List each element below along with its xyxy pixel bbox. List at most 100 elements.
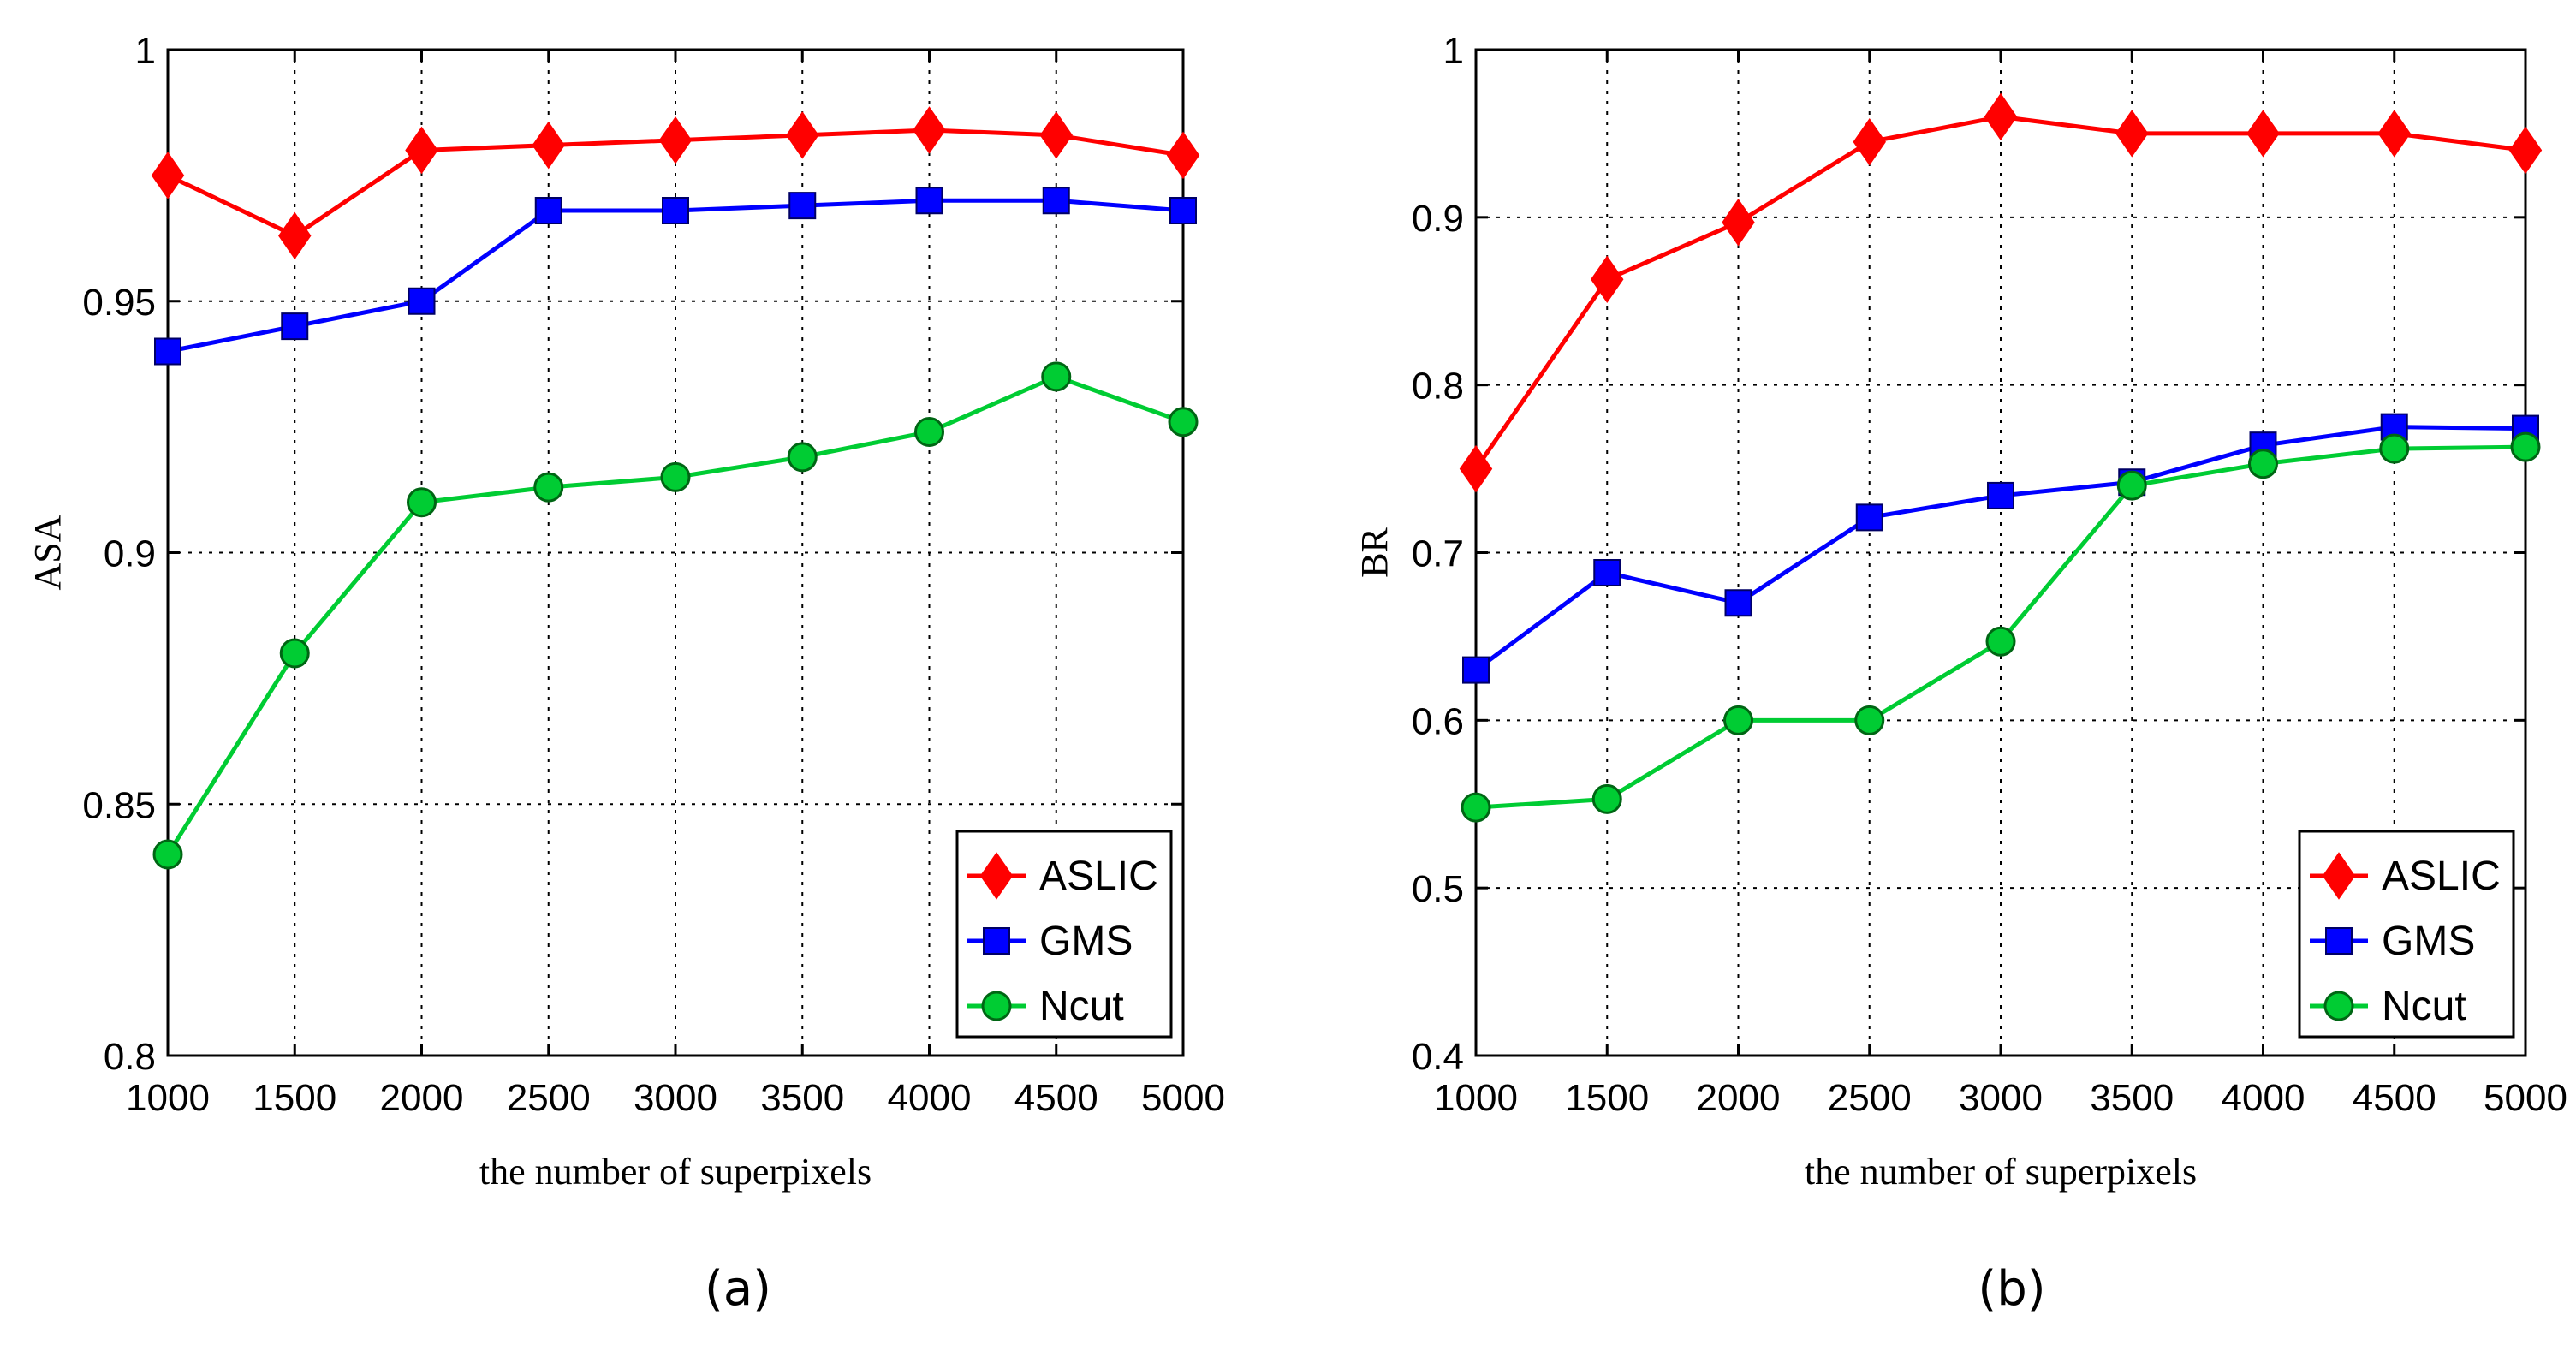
series-ncut: [1461, 431, 2541, 823]
x-axis-label: the number of superpixels: [479, 1151, 872, 1193]
data-point-aslic: [405, 126, 438, 175]
x-tick-label: 3500: [2090, 1077, 2174, 1119]
x-tick-label: 4000: [2222, 1077, 2305, 1119]
series-gms: [154, 187, 1197, 366]
series-aslic: [151, 106, 1200, 260]
x-tick-label: 1500: [253, 1077, 336, 1119]
y-tick-label: 1: [1443, 30, 1464, 72]
legend-label-aslic: ASLIC: [1039, 854, 1158, 899]
data-point-aslic: [1166, 131, 1200, 180]
legend-marker-gms: [2325, 927, 2353, 955]
data-point-ncut: [2510, 431, 2541, 462]
data-point-ncut: [2379, 433, 2410, 464]
y-tick-label: 0.9: [104, 533, 156, 575]
series-ncut: [152, 361, 1199, 870]
x-tick-label: 5000: [1141, 1077, 1225, 1119]
y-tick-label: 0.85: [82, 784, 156, 826]
legend-label-ncut: Ncut: [1039, 984, 1124, 1029]
data-point-aslic: [1591, 255, 1624, 304]
x-tick-label: 2000: [1697, 1077, 1781, 1119]
data-point-aslic: [658, 116, 693, 164]
y-tick-label: 0.4: [1412, 1036, 1464, 1078]
data-point-gms: [1169, 197, 1197, 224]
legend-marker-gms: [983, 927, 1010, 955]
y-tick-label: 0.5: [1412, 868, 1464, 910]
legend-marker-ncut: [981, 991, 1012, 1021]
data-point-aslic: [2115, 110, 2149, 158]
y-tick-label: 0.95: [82, 282, 156, 324]
data-point-aslic: [2508, 126, 2543, 175]
y-axis-label: BR: [1353, 527, 1395, 578]
data-point-aslic: [1459, 444, 1493, 493]
legend: ASLIC GMS Ncut: [2298, 830, 2515, 1039]
data-point-ncut: [1461, 792, 1491, 823]
data-point-gms: [281, 312, 309, 341]
x-tick-label: 1000: [1434, 1077, 1518, 1119]
x-tick-label: 2500: [1828, 1077, 1912, 1119]
data-point-gms: [1855, 503, 1883, 532]
data-point-gms: [408, 287, 436, 315]
data-point-aslic: [278, 211, 312, 260]
x-tick-label: 5000: [2484, 1077, 2567, 1119]
y-tick-label: 0.8: [1412, 366, 1464, 408]
data-point-gms: [534, 197, 562, 224]
data-point-aslic: [1984, 92, 2018, 141]
legend-marker-ncut: [2323, 991, 2354, 1021]
data-point-aslic: [786, 111, 819, 159]
data-point-gms: [1724, 589, 1752, 617]
x-tick-label: 4500: [1014, 1077, 1098, 1119]
x-tick-label: 1000: [126, 1077, 210, 1119]
x-tick-label: 2000: [380, 1077, 464, 1119]
x-tick-label: 2500: [507, 1077, 591, 1119]
x-axis-label: the number of superpixels: [1805, 1151, 2197, 1193]
data-point-gms: [154, 337, 181, 366]
data-point-ncut: [152, 839, 183, 870]
data-point-gms: [1042, 187, 1070, 215]
legend-label-gms: GMS: [2382, 919, 2475, 964]
legend-label-gms: GMS: [1039, 919, 1133, 964]
data-point-ncut: [660, 461, 691, 492]
data-point-aslic: [1722, 198, 1755, 247]
y-axis-label: ASA: [27, 515, 68, 590]
data-point-ncut: [279, 638, 310, 669]
x-tick-label: 1500: [1565, 1077, 1649, 1119]
data-point-aslic: [151, 152, 185, 199]
y-tick-label: 0.8: [104, 1036, 156, 1078]
series-line-aslic: [1473, 114, 2526, 471]
data-point-gms: [662, 197, 689, 224]
legend-marker-aslic: [2322, 852, 2356, 900]
data-point-ncut: [407, 487, 437, 518]
data-point-ncut: [2116, 470, 2147, 501]
data-point-aslic: [2246, 110, 2280, 158]
series-aslic: [1459, 92, 2543, 493]
x-tick-label: 3500: [760, 1077, 844, 1119]
data-point-ncut: [1168, 407, 1199, 437]
data-point-aslic: [1039, 111, 1073, 159]
data-point-aslic: [1853, 117, 1886, 166]
data-point-ncut: [914, 417, 944, 447]
y-tick-label: 0.7: [1412, 533, 1464, 575]
x-tick-label: 4000: [888, 1077, 972, 1119]
data-point-ncut: [1985, 626, 2016, 657]
data-point-ncut: [533, 472, 564, 503]
data-point-gms: [1462, 656, 1490, 684]
y-tick-label: 0.6: [1412, 700, 1464, 742]
data-point-gms: [1593, 559, 1621, 586]
data-point-ncut: [1591, 783, 1622, 814]
y-tick-label: 1: [135, 30, 156, 72]
x-tick-label: 4500: [2353, 1077, 2436, 1119]
x-tick-label: 3000: [1959, 1077, 2043, 1119]
data-point-ncut: [2248, 449, 2278, 479]
data-point-ncut: [1854, 705, 1885, 735]
x-tick-label: 3000: [634, 1077, 717, 1119]
panel-caption: (b): [1978, 1261, 2045, 1317]
data-point-aslic: [913, 106, 946, 154]
data-point-aslic: [2377, 110, 2411, 158]
legend-marker-aslic: [979, 852, 1014, 900]
legend-label-aslic: ASLIC: [2382, 854, 2501, 899]
data-point-gms: [788, 192, 817, 220]
data-point-ncut: [787, 442, 818, 473]
y-tick-label: 0.9: [1412, 198, 1464, 240]
data-point-gms: [1987, 481, 2014, 509]
